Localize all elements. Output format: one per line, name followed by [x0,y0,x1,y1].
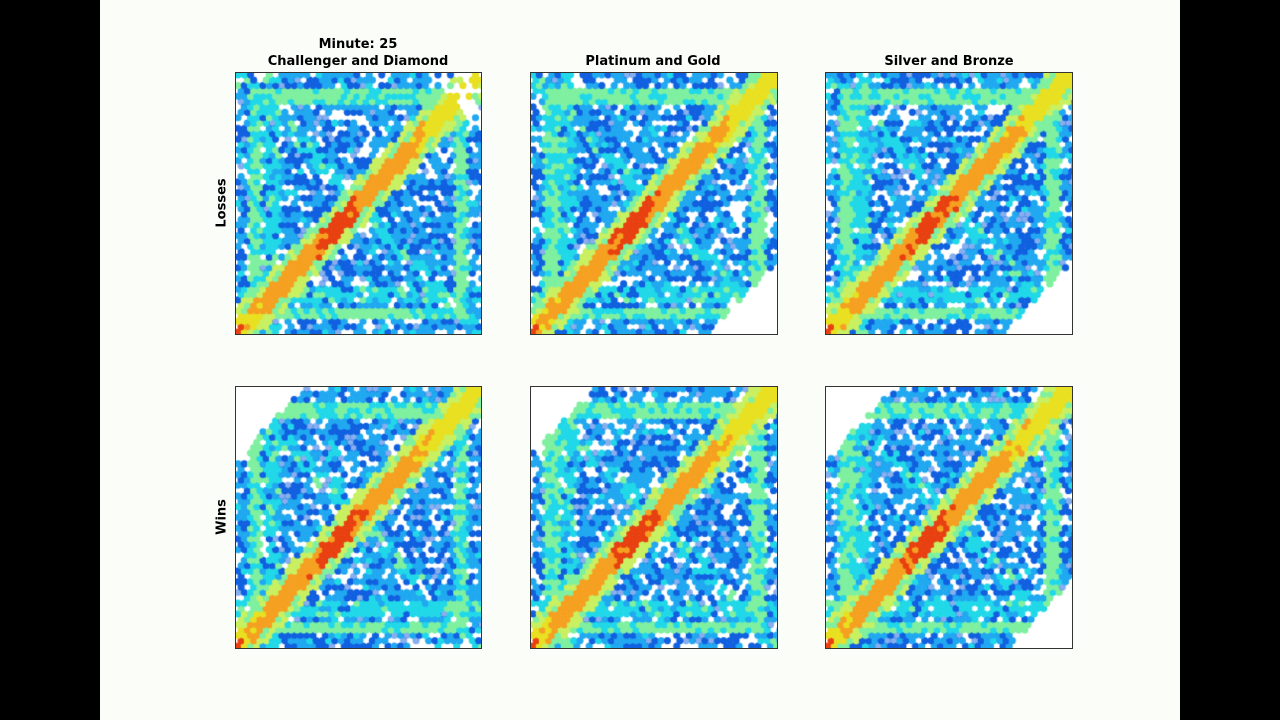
column-title-challenger-diamond: Challenger and Diamond [267,54,449,69]
column-title-silver-bronze: Silver and Bronze [884,54,1014,69]
figure-page: Minute: 25 Challenger and Diamond Platin… [100,0,1180,720]
hexbin-losses-silver-bronze [825,72,1073,335]
row-label-losses: Losses [214,178,230,228]
figure-suptitle: Minute: 25 [318,37,398,52]
hexbin-losses-challenger-diamond [235,72,482,335]
hexbin-wins-platinum-gold [530,386,778,649]
hexbin-losses-platinum-gold [530,72,778,335]
column-title-platinum-gold: Platinum and Gold [585,54,721,69]
row-label-wins: Wins [214,499,230,535]
hexbin-wins-challenger-diamond [235,386,482,649]
hexbin-wins-silver-bronze [825,386,1073,649]
